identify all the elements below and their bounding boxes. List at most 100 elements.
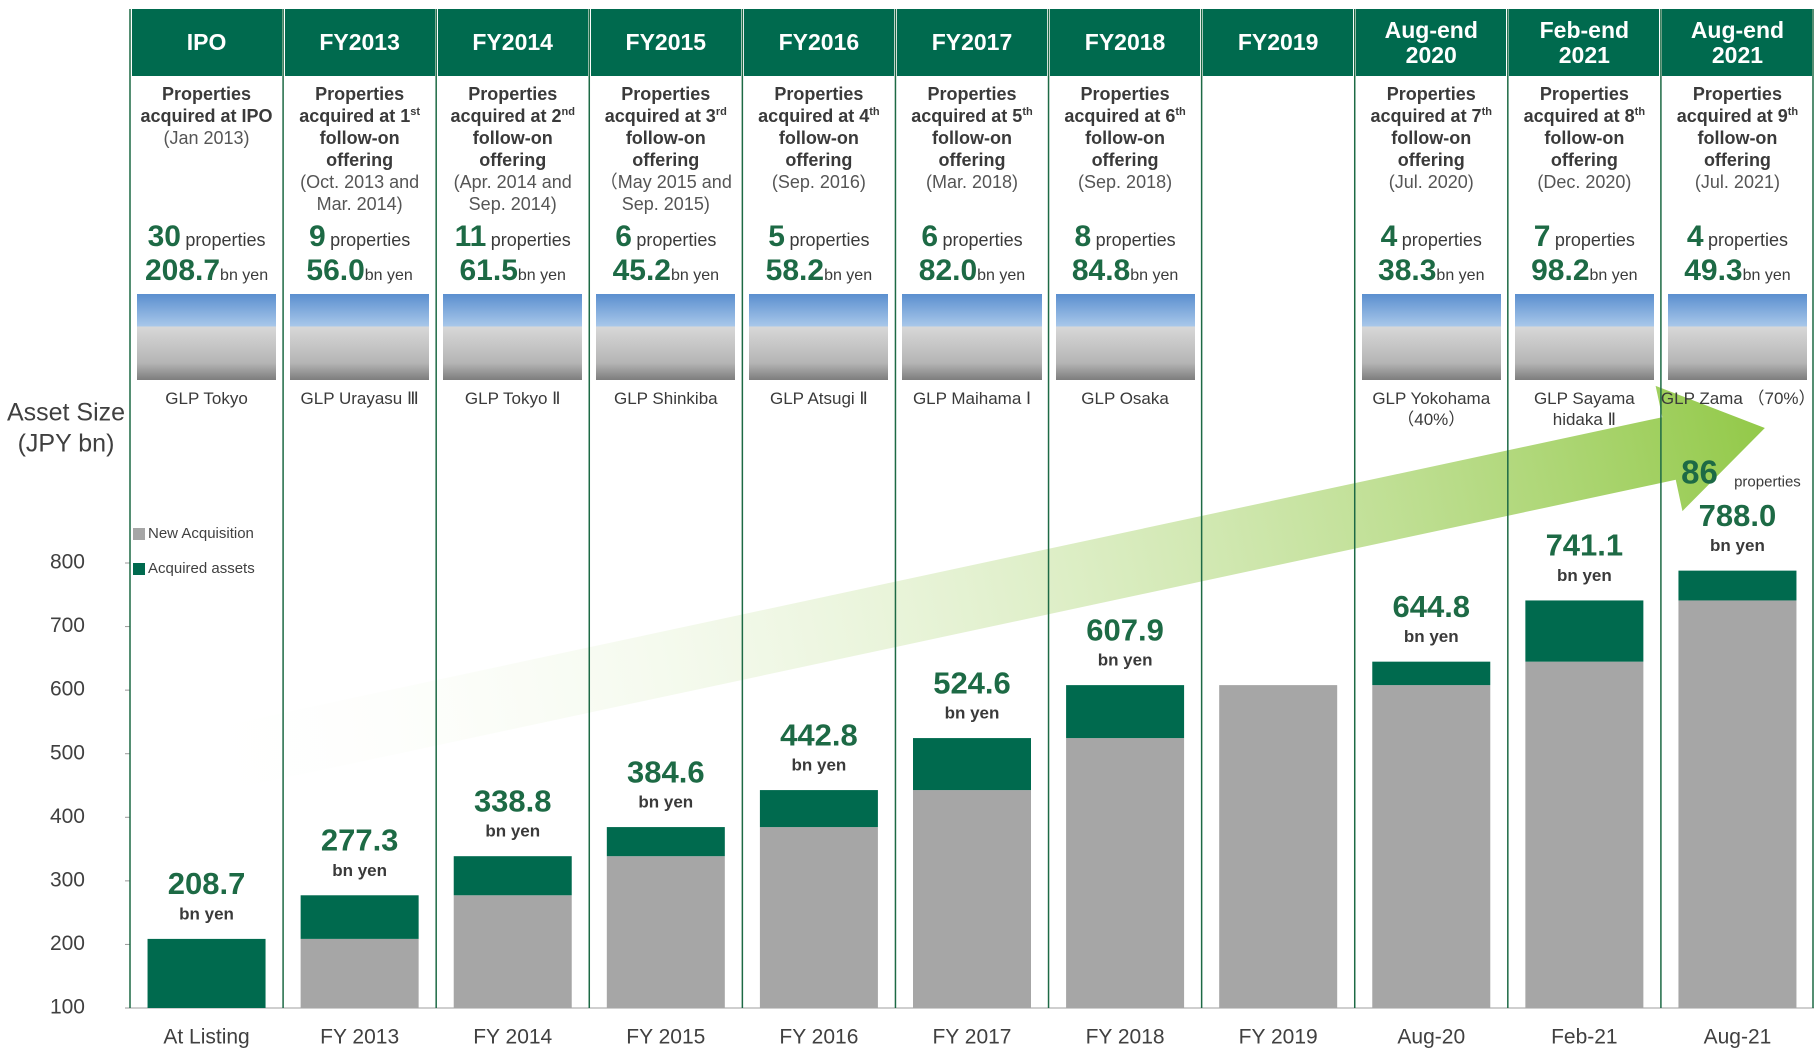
property-name: GLP Osaka	[1049, 388, 1202, 409]
property-photo	[137, 294, 276, 380]
description-line: follow-on	[1661, 127, 1814, 149]
acquisition-amount: 98.2bn yen	[1508, 254, 1661, 288]
column-header: FY2015	[591, 9, 741, 76]
column-header: FY2019	[1203, 9, 1353, 76]
column-header-line: FY2017	[932, 30, 1013, 55]
bar-segment	[1525, 600, 1643, 661]
period-line: (Jul. 2020)	[1355, 171, 1508, 193]
column-header: FY2013	[285, 9, 435, 76]
property-name: GLP Atsugi Ⅱ	[742, 388, 895, 409]
bar-segment	[1372, 662, 1490, 685]
column-header-line: FY2013	[319, 30, 400, 55]
description-text: acquired at 2	[450, 106, 561, 126]
description-text: Properties	[774, 84, 863, 104]
amount-unit: bn yen	[671, 267, 719, 284]
column-description: Propertiesacquired at 9thfollow-onofferi…	[1661, 83, 1814, 193]
period-line: (Oct. 2013 and	[283, 171, 436, 193]
column-description: Propertiesacquired at 1stfollow-onofferi…	[283, 83, 436, 215]
y-tick-label: 100	[50, 996, 85, 1019]
period-line: (Dec. 2020)	[1508, 171, 1661, 193]
bar-segment	[760, 827, 878, 1008]
total-label: 644.8	[1392, 589, 1470, 624]
property-count: 4 properties	[1661, 220, 1814, 254]
acquisition-amount: 38.3bn yen	[1355, 254, 1508, 288]
legend-label: New Acquisition	[148, 525, 254, 542]
property-count: 7 properties	[1508, 220, 1661, 254]
column-header: IPO	[132, 9, 282, 76]
amount-number: 61.5	[459, 254, 517, 287]
description-text: Properties	[1693, 84, 1782, 104]
period-line: (Sep. 2016)	[742, 171, 895, 193]
ordinal-suffix: st	[410, 106, 420, 118]
description-text: follow-on	[1544, 128, 1624, 148]
property-name-line: GLP Zama （70%）	[1661, 388, 1814, 409]
description-text: acquired at 6	[1064, 106, 1175, 126]
property-name: GLP Tokyo Ⅱ	[436, 388, 589, 409]
column-header: FY2014	[438, 9, 588, 76]
x-tick-label: Feb-21	[1551, 1026, 1618, 1049]
x-tick-label: FY 2013	[320, 1026, 399, 1049]
legend-label: Acquired assets	[148, 560, 255, 577]
description-text: Properties	[1081, 84, 1170, 104]
y-tick-label: 700	[50, 614, 85, 637]
description-text: offering	[938, 150, 1005, 170]
bar-segment	[301, 939, 419, 1008]
total-unit: bn yen	[485, 822, 540, 841]
y-tick-label: 300	[50, 868, 85, 891]
column-header-line: FY2015	[626, 30, 707, 55]
total-unit: bn yen	[1098, 651, 1153, 670]
total-unit: bn yen	[638, 793, 693, 812]
count-number: 4	[1687, 220, 1704, 253]
property-count: 8 properties	[1049, 220, 1202, 254]
column-description: Propertiesacquired at 8thfollow-onofferi…	[1508, 83, 1661, 193]
description-text: offering	[1398, 150, 1465, 170]
description-text: acquired at IPO	[141, 106, 273, 126]
count-unit: properties	[185, 230, 265, 250]
description-line: offering	[589, 149, 742, 171]
column-description: Propertiesacquired at 7thfollow-onofferi…	[1355, 83, 1508, 193]
count-number: 6	[615, 220, 632, 253]
property-name-line: GLP Tokyo	[130, 388, 283, 409]
description-line: acquired at 6th	[1049, 105, 1202, 127]
period-line: Sep. 2014)	[436, 193, 589, 215]
property-name-line: GLP Shinkiba	[589, 388, 742, 409]
column-header-line: 2021	[1559, 43, 1610, 68]
description-text: follow-on	[320, 128, 400, 148]
column-header-line: FY2014	[472, 30, 553, 55]
description-line: offering	[436, 149, 589, 171]
period-line: (Jul. 2021)	[1661, 171, 1814, 193]
description-text: offering	[1704, 150, 1771, 170]
property-name-line: （40%）	[1355, 409, 1508, 430]
description-text: follow-on	[932, 128, 1012, 148]
property-count: 5 properties	[742, 220, 895, 254]
bar-segment	[1678, 571, 1796, 601]
description-line: offering	[1661, 149, 1814, 171]
acquisition-amount: 82.0bn yen	[895, 254, 1048, 288]
property-photo	[902, 294, 1041, 380]
bar-segment	[760, 790, 878, 827]
acquisition-amount: 58.2bn yen	[742, 254, 895, 288]
description-line: offering	[1355, 149, 1508, 171]
total-properties-count: 86	[1681, 453, 1718, 490]
amount-unit: bn yen	[518, 267, 566, 284]
column-description: Propertiesacquired at IPO(Jan 2013)	[130, 83, 283, 149]
bar-segment	[1066, 685, 1184, 738]
x-tick-label: FY 2015	[626, 1026, 705, 1049]
total-unit: bn yen	[1557, 566, 1612, 585]
description-text: acquired at 7	[1371, 106, 1482, 126]
description-text: offering	[1092, 150, 1159, 170]
x-tick-label: FY 2019	[1239, 1026, 1318, 1049]
ordinal-suffix: th	[1482, 106, 1492, 118]
description-line: acquired at 8th	[1508, 105, 1661, 127]
count-number: 9	[309, 220, 326, 253]
total-label: 607.9	[1086, 612, 1164, 647]
acquisition-amount: 84.8bn yen	[1049, 254, 1202, 288]
description-line: follow-on	[742, 127, 895, 149]
property-name-line: GLP Osaka	[1049, 388, 1202, 409]
count-unit: properties	[1096, 230, 1176, 250]
ordinal-suffix: th	[1175, 106, 1185, 118]
property-name-line: GLP Yokohama	[1355, 388, 1508, 409]
period-line: Mar. 2014)	[283, 193, 436, 215]
x-tick-label: At Listing	[163, 1026, 249, 1049]
